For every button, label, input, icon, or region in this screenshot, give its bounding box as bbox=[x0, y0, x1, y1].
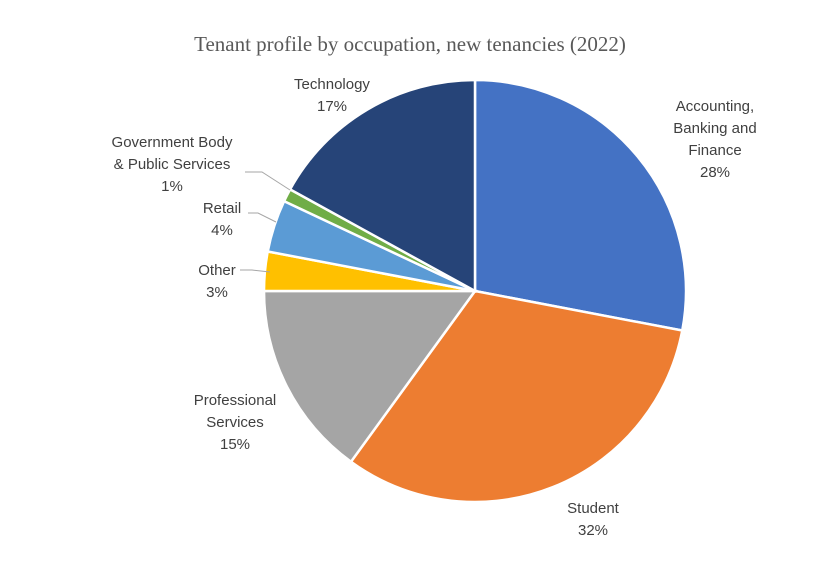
chart-title: Tenant profile by occupation, new tenanc… bbox=[194, 32, 626, 56]
data-label-name: Professional bbox=[194, 392, 277, 409]
data-label-name: Student bbox=[567, 500, 620, 517]
data-label-professional-services: Professional Services 15% bbox=[194, 392, 277, 453]
pie-slice-student bbox=[349, 289, 684, 504]
data-label-accounting-banking-and-finance: Accounting, Banking and Finance 28% bbox=[673, 98, 756, 181]
data-label-government-body-public-services: Government Body & Public Services 1% bbox=[112, 134, 233, 195]
leader-line-other bbox=[240, 269, 271, 273]
data-label-name: Other bbox=[198, 262, 236, 279]
data-label-percent: 3% bbox=[206, 284, 228, 301]
data-label-name: Retail bbox=[203, 200, 241, 217]
data-label-student: Student 32% bbox=[567, 500, 620, 539]
data-label-name: Accounting, bbox=[676, 98, 754, 115]
data-label-other: Other 3% bbox=[198, 262, 236, 301]
data-label-technology: Technology 17% bbox=[294, 76, 370, 115]
data-label-name: Banking and bbox=[673, 120, 756, 137]
data-label-percent: 15% bbox=[220, 436, 250, 453]
data-label-name: Finance bbox=[688, 142, 741, 159]
pie-slice-technology bbox=[288, 78, 477, 294]
pie-slice-professional-services bbox=[262, 289, 478, 464]
data-label-percent: 4% bbox=[211, 222, 233, 239]
data-label-percent: 1% bbox=[161, 178, 183, 195]
leader-line-government-body-public-services bbox=[245, 171, 291, 191]
data-label-percent: 32% bbox=[578, 522, 608, 539]
leader-line-retail bbox=[248, 212, 277, 223]
data-label-name: Services bbox=[206, 414, 264, 431]
data-label-name: Technology bbox=[294, 76, 370, 93]
data-label-retail: Retail 4% bbox=[203, 200, 241, 239]
data-label-percent: 28% bbox=[700, 164, 730, 181]
data-label-name: & Public Services bbox=[114, 156, 231, 173]
data-label-name: Government Body bbox=[112, 134, 233, 151]
data-label-percent: 17% bbox=[317, 98, 347, 115]
pie-slice-accounting-banking-and-finance bbox=[473, 78, 688, 332]
